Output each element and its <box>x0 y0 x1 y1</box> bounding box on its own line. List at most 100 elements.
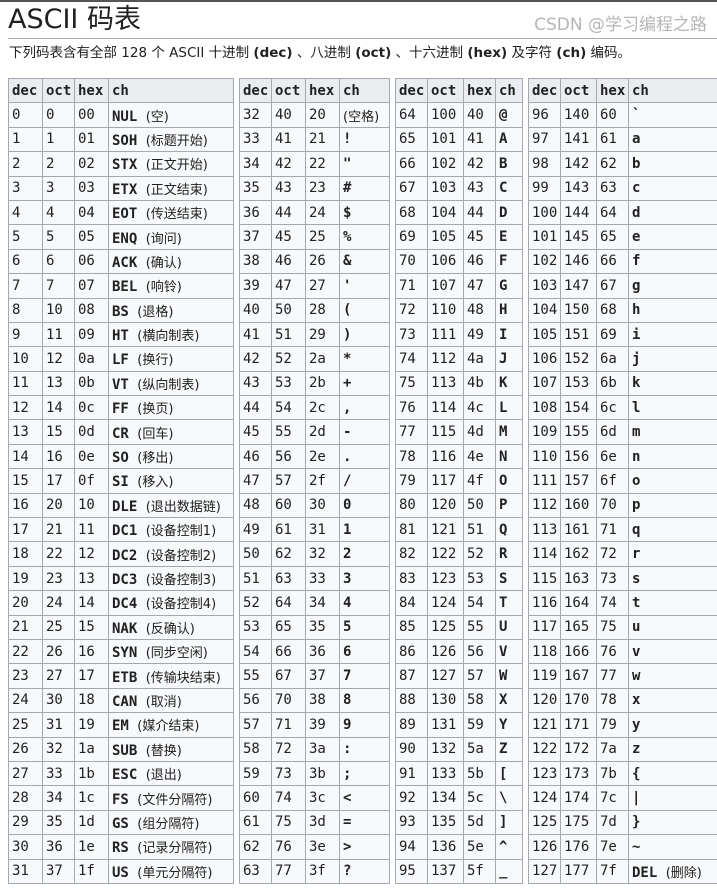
oct-cell: 116 <box>427 443 464 470</box>
hex-cell: 37 <box>305 663 340 689</box>
hex-cell: 61 <box>596 126 629 153</box>
oct-cell: 164 <box>560 590 597 616</box>
oct-cell: 135 <box>427 809 464 836</box>
oct-cell: 155 <box>560 419 597 445</box>
table-row: 87 127 57 W <box>395 663 523 689</box>
char-code: w <box>632 668 641 685</box>
hex-cell: 59 <box>463 712 496 738</box>
ch-cell: p <box>628 492 717 519</box>
oct-cell: 130 <box>427 687 464 714</box>
ch-cell: h <box>628 297 717 323</box>
hex-cell: 2e <box>305 443 340 470</box>
table-row: 27 33 1b ESC (退出) <box>8 760 234 787</box>
ch-cell: > <box>339 834 390 860</box>
oct-cell: 5 <box>42 224 75 250</box>
char-description: (空) <box>145 109 169 125</box>
oct-cell: 134 <box>427 785 464 811</box>
hex-cell: 42 <box>463 151 496 177</box>
dec-cell: 109 <box>528 419 561 445</box>
page-title: ASCII 码表 <box>8 4 141 35</box>
char-description: (标题开始) <box>145 133 208 149</box>
dec-cell: 65 <box>395 126 428 153</box>
dec-cell: 82 <box>395 541 428 567</box>
char-description: (同步空闲) <box>145 646 208 662</box>
table-row: 48 60 30 0 <box>239 492 390 519</box>
table-row: 82 122 52 R <box>395 541 523 567</box>
oct-cell: 52 <box>271 346 306 372</box>
dec-cell: 14 <box>8 443 43 470</box>
table-row: 78 116 4e N <box>395 443 523 470</box>
oct-cell: 160 <box>560 492 597 519</box>
char-code: DLE <box>112 498 138 515</box>
oct-cell: 157 <box>560 468 597 494</box>
oct-cell: 76 <box>271 834 306 860</box>
dec-cell: 125 <box>528 809 561 836</box>
char-code: NUL <box>112 108 138 125</box>
table-row: 40 50 28( <box>239 297 390 323</box>
ch-cell: S <box>495 565 523 592</box>
hex-cell: 2c <box>305 395 340 421</box>
ch-cell: _ <box>495 858 523 884</box>
char-code: ^ <box>499 838 508 855</box>
dec-cell: 44 <box>239 395 272 421</box>
hex-cell: 6a <box>596 346 629 372</box>
char-code: a <box>632 131 641 148</box>
table-row: 9 11 09 HT (横向制表) <box>8 321 234 348</box>
intro-term: (oct) <box>355 45 392 61</box>
ascii-table-1: dec oct hex ch 0 0 00 NUL (空) 1 1 01 SOH (标题开始) 2 2 02… <box>8 77 234 884</box>
hex-cell: 46 <box>463 248 496 275</box>
oct-cell: 175 <box>560 809 597 836</box>
oct-cell: 112 <box>427 346 464 372</box>
char-code: HT <box>112 328 129 345</box>
char-description: (移入) <box>137 475 174 491</box>
hex-cell: 77 <box>596 663 629 689</box>
ch-cell: i <box>628 321 717 348</box>
oct-cell: 14 <box>42 395 75 421</box>
ch-cell: M <box>495 419 523 445</box>
ch-cell: g <box>628 273 717 299</box>
dec-cell: 79 <box>395 468 428 494</box>
table-row: 10 12 0a LF (换行) <box>8 346 234 372</box>
dec-cell: 83 <box>395 565 428 592</box>
hex-cell: 13 <box>74 565 109 592</box>
hex-cell: 02 <box>74 151 109 177</box>
char-code: ( <box>343 302 352 319</box>
char-code: | <box>632 790 641 807</box>
dec-cell: 35 <box>239 175 272 201</box>
hex-cell: 05 <box>74 224 109 250</box>
oct-cell: 0 <box>42 102 75 128</box>
header-row: dec oct hex ch <box>239 77 390 104</box>
hex-cell: 68 <box>596 297 629 323</box>
table-row: 92 134 5c \ <box>395 785 523 811</box>
table-row: 22 26 16 SYN (同步空闲) <box>8 638 234 665</box>
ch-cell: 3 <box>339 565 390 592</box>
dec-cell: 24 <box>8 687 43 714</box>
hex-cell: 2a <box>305 346 340 372</box>
ch-cell: R <box>495 541 523 567</box>
char-code: K <box>499 375 508 392</box>
dec-cell: 66 <box>395 151 428 177</box>
ch-cell: STX (正文开始) <box>108 151 234 177</box>
table-row: 15 17 0f SI (移入) <box>8 468 234 494</box>
hex-cell: 54 <box>463 590 496 616</box>
ch-cell: Q <box>495 517 523 543</box>
oct-cell: 140 <box>560 102 597 128</box>
hex-cell: 6b <box>596 370 629 397</box>
ch-cell: | <box>628 785 717 811</box>
char-code: LF <box>112 352 129 369</box>
dec-cell: 91 <box>395 760 428 787</box>
oct-cell: 115 <box>427 419 464 445</box>
column-header-dec: dec <box>8 77 43 104</box>
ch-cell: t <box>628 590 717 616</box>
char-description: (正文结束) <box>145 182 208 198</box>
hex-cell: 3a <box>305 736 340 762</box>
hex-cell: 06 <box>74 248 109 275</box>
table-row: 44 54 2c, <box>239 395 390 421</box>
ch-cell: j <box>628 346 717 372</box>
table-row: 105 151 69 i <box>528 321 717 348</box>
table-row: 38 46 26 & <box>239 248 390 275</box>
ch-cell: * <box>339 346 390 372</box>
table-row: 14 16 0e SO (移出) <box>8 443 234 470</box>
oct-cell: 12 <box>42 346 75 372</box>
column-header-dec: dec <box>528 77 561 104</box>
